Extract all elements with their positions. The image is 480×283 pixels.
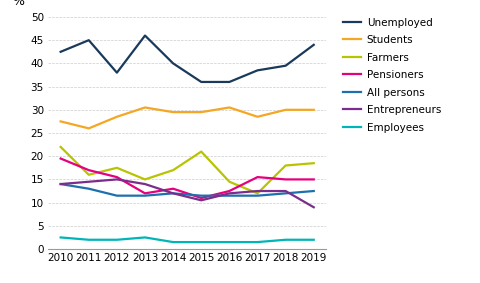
Students — [86, 127, 92, 130]
Unemployed — [198, 80, 204, 84]
Employees — [58, 236, 63, 239]
Employees — [311, 238, 317, 241]
Students — [227, 106, 232, 109]
Entrepreneurs — [311, 205, 317, 209]
Students — [311, 108, 317, 112]
Farmers — [311, 162, 317, 165]
Pensioners — [58, 157, 63, 160]
Entrepreneurs — [170, 192, 176, 195]
All persons — [227, 194, 232, 197]
Unemployed — [283, 64, 288, 67]
Entrepreneurs — [58, 182, 63, 186]
Entrepreneurs — [198, 199, 204, 202]
All persons — [142, 194, 148, 197]
Line: Farmers: Farmers — [60, 147, 314, 193]
Entrepreneurs — [254, 189, 260, 193]
All persons — [58, 182, 63, 186]
Students — [170, 110, 176, 114]
Entrepreneurs — [283, 189, 288, 193]
Farmers — [170, 168, 176, 172]
Pensioners — [311, 178, 317, 181]
Farmers — [114, 166, 120, 170]
Students — [198, 110, 204, 114]
All persons — [170, 192, 176, 195]
Unemployed — [86, 38, 92, 42]
Line: Unemployed: Unemployed — [60, 36, 314, 82]
Unemployed — [170, 62, 176, 65]
Employees — [142, 236, 148, 239]
Employees — [283, 238, 288, 241]
All persons — [86, 187, 92, 190]
Pensioners — [170, 187, 176, 190]
Students — [254, 115, 260, 119]
Farmers — [198, 150, 204, 153]
Pensioners — [86, 168, 92, 172]
Unemployed — [142, 34, 148, 37]
Employees — [86, 238, 92, 241]
Farmers — [86, 173, 92, 177]
Pensioners — [254, 175, 260, 179]
Entrepreneurs — [86, 180, 92, 183]
All persons — [311, 189, 317, 193]
Pensioners — [227, 189, 232, 193]
Unemployed — [254, 69, 260, 72]
Text: %: % — [12, 0, 24, 8]
Entrepreneurs — [227, 192, 232, 195]
Students — [114, 115, 120, 119]
Pensioners — [283, 178, 288, 181]
Pensioners — [114, 175, 120, 179]
All persons — [283, 192, 288, 195]
Farmers — [142, 178, 148, 181]
Employees — [227, 240, 232, 244]
Line: Students: Students — [60, 108, 314, 128]
Farmers — [58, 145, 63, 149]
Unemployed — [227, 80, 232, 84]
Line: Entrepreneurs: Entrepreneurs — [60, 179, 314, 207]
Line: Pensioners: Pensioners — [60, 158, 314, 198]
Unemployed — [58, 50, 63, 53]
Legend: Unemployed, Students, Farmers, Pensioners, All persons, Entrepreneurs, Employees: Unemployed, Students, Farmers, Pensioner… — [343, 18, 441, 132]
Entrepreneurs — [114, 178, 120, 181]
Students — [283, 108, 288, 112]
Unemployed — [311, 43, 317, 46]
Line: Employees: Employees — [60, 237, 314, 242]
All persons — [254, 194, 260, 197]
Employees — [114, 238, 120, 241]
All persons — [198, 194, 204, 197]
Farmers — [227, 180, 232, 183]
Unemployed — [114, 71, 120, 74]
Employees — [254, 240, 260, 244]
Farmers — [283, 164, 288, 167]
Employees — [198, 240, 204, 244]
Students — [58, 120, 63, 123]
Pensioners — [142, 192, 148, 195]
Farmers — [254, 192, 260, 195]
Students — [142, 106, 148, 109]
Line: All persons: All persons — [60, 184, 314, 196]
Employees — [170, 240, 176, 244]
Entrepreneurs — [142, 182, 148, 186]
All persons — [114, 194, 120, 197]
Pensioners — [198, 196, 204, 200]
